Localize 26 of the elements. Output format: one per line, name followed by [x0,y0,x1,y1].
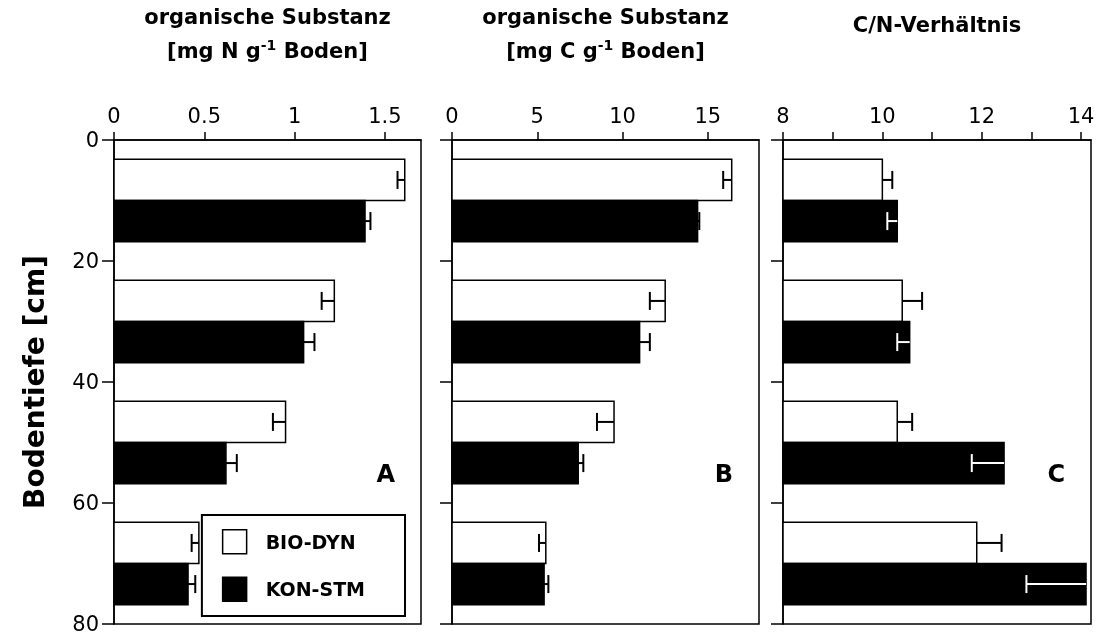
y-tick-label: 20 [72,249,99,273]
chart-title: C/N-Verhältnis [852,12,1022,37]
x-tick-label: 1.5 [368,103,402,128]
x-tick-label: 12 [968,103,996,128]
chart-title: organische Substanz [144,4,391,29]
x-tick-label: 0.5 [187,103,221,128]
legend-label: BIO-DYN [265,530,356,553]
x-tick-label: 10 [868,103,896,128]
x-tick-label: 0 [107,103,121,128]
x-tick-label: 0 [445,103,459,128]
y-tick-label: 0 [85,128,99,152]
legend-label: KON-STM [265,578,366,601]
x-tick-label: 10 [609,103,636,128]
annotation: A [376,460,396,488]
x-tick-label: 5 [530,103,544,128]
annotation: B [714,460,733,488]
y-tick-label: 60 [72,491,99,515]
chart-title: organische Substanz [482,4,729,29]
annotation: C [1047,460,1066,488]
x-tick-label: 8 [776,103,790,128]
x-tick-label: 14 [1067,103,1095,128]
x-tick-label: 1 [287,103,302,128]
x-tick-label: 15 [694,103,722,128]
y-tick-label: 40 [72,370,99,394]
y-tick-label: 80 [72,612,99,636]
y-axis-title: Bodentiefe [cm] [17,255,51,509]
